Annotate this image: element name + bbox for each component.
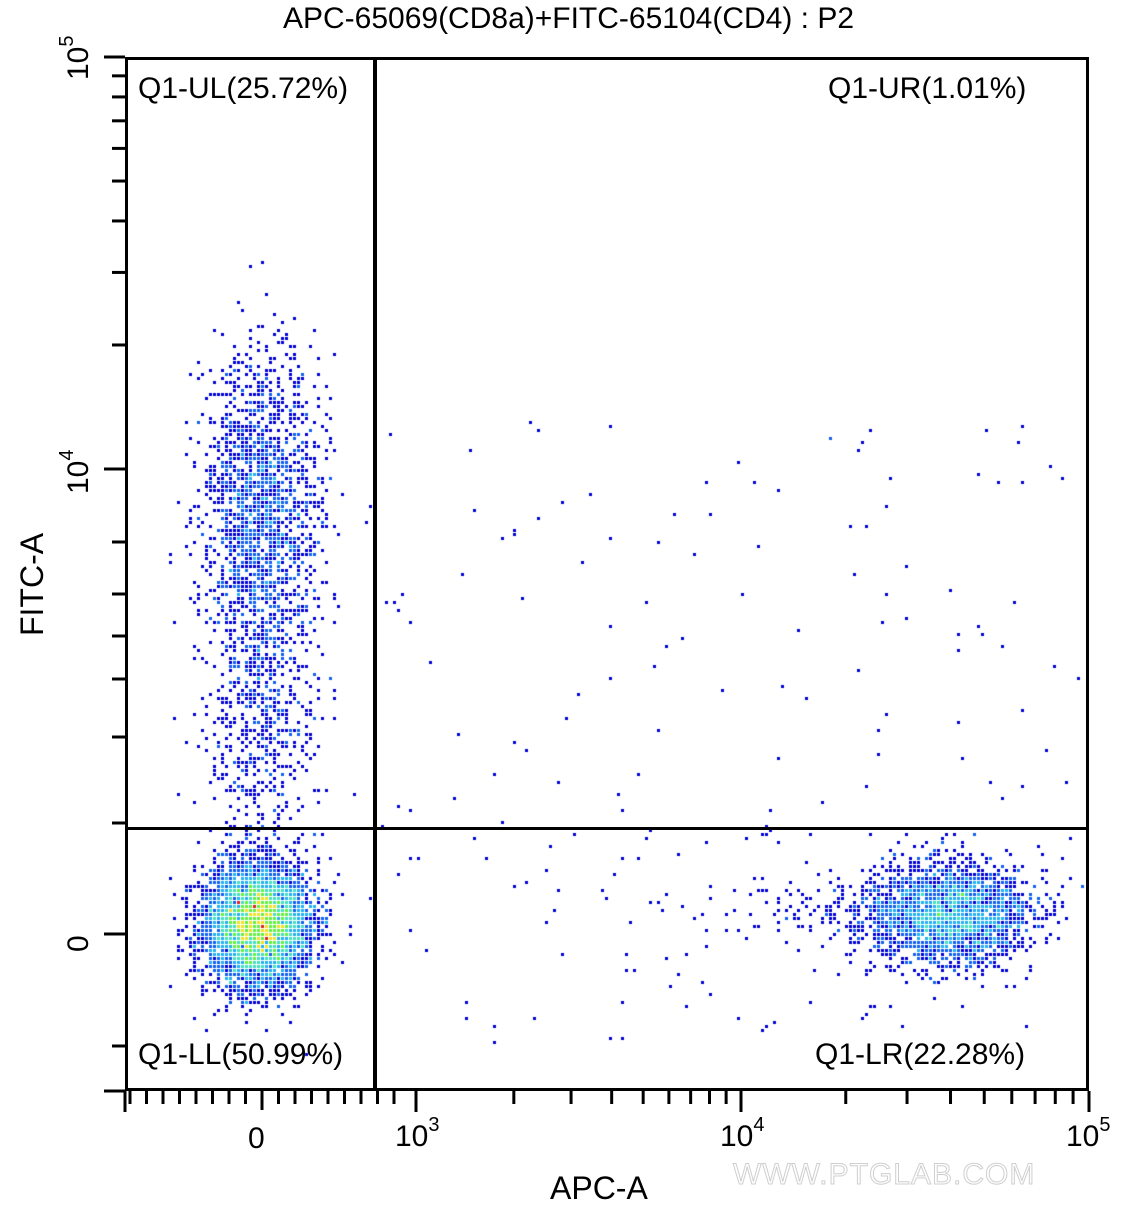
x-tick-1e4: 104 [720,1114,765,1154]
x-tick-1e5-exp: 5 [1099,1114,1111,1136]
x-tick-1e3: 103 [395,1114,440,1154]
y-tick-1e4-exp: 4 [56,449,78,461]
y-tick-1e5-base: 10 [62,46,95,80]
quadrant-gate-horizontal[interactable] [125,827,1089,830]
chart-title: APC-65069(CD8a)+FITC-65104(CD4) : P2 [282,2,855,35]
x-tick-1e5-base: 10 [1066,1120,1100,1153]
quadrant-label-ll: Q1-LL(50.99%) [138,1038,344,1071]
quadrant-label-lr: Q1-LR(22.28%) [815,1038,1026,1071]
plot-frame [125,57,1089,1091]
y-tick-1e4: 104 [56,450,96,495]
x-tick-1e4-base: 10 [720,1120,754,1153]
x-tick-0: 0 [248,1122,265,1155]
x-tick-1e3-base: 10 [395,1120,429,1153]
scatter-plot-area [125,57,1089,1091]
x-tick-1e3-exp: 3 [428,1114,440,1136]
y-tick-0: 0 [62,935,95,952]
x-tick-1e4-exp: 4 [753,1114,765,1136]
x-axis-title: APC-A [550,1170,648,1206]
y-tick-1e4-base: 10 [62,460,95,494]
quadrant-gate-vertical[interactable] [373,57,377,1091]
quadrant-label-ul: Q1-UL(25.72%) [138,72,349,105]
y-tick-1e5-exp: 5 [56,35,78,47]
quadrant-label-ur: Q1-UR(1.01%) [828,72,1027,105]
y-axis-title: FITC-A [14,532,50,636]
watermark: WWW.PTGLAB.COM [732,1158,1036,1192]
y-tick-1e5: 105 [56,36,96,81]
x-tick-1e5: 105 [1066,1114,1111,1154]
